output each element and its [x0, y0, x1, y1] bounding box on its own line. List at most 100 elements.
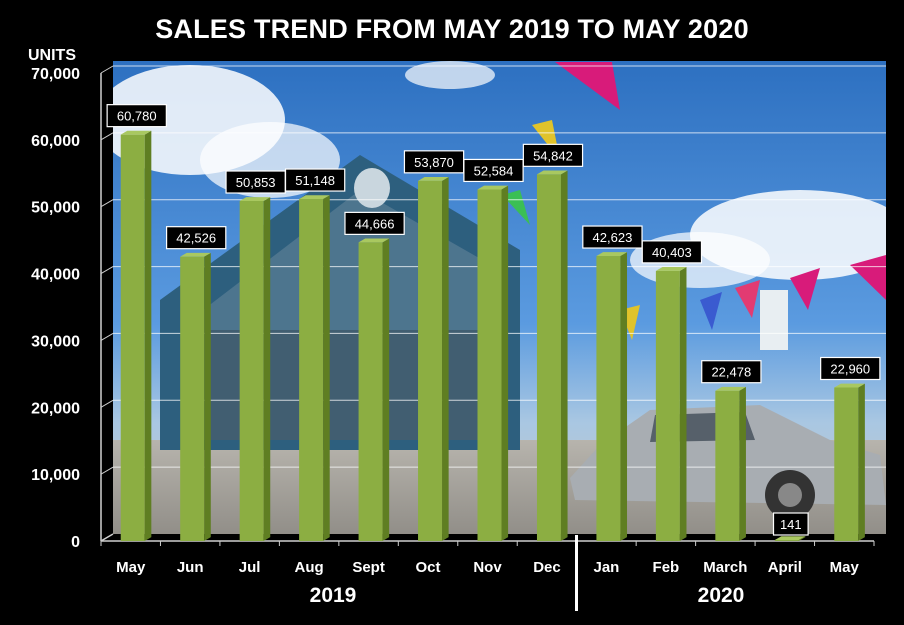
value-label-box [522, 143, 584, 167]
y-axis-labels: 0 10,000 20,000 30,000 40,000 50,000 60,000 70,… [31, 66, 80, 551]
bar-dec [536, 170, 568, 542]
bar-top [834, 383, 865, 388]
value-label-box [641, 240, 703, 264]
y-tick-label: 50,000 [31, 200, 80, 217]
value-label-text: 22,960 [830, 361, 870, 376]
value-label-text: 54,842 [533, 148, 573, 163]
gridline-diag [100, 65, 114, 74]
value-label: 40,403 [641, 240, 703, 264]
bar-march [715, 386, 746, 541]
chart-title: SALES TREND FROM MAY 2019 TO MAY 2020 [155, 14, 749, 44]
bar-aug [299, 195, 330, 541]
x-tick-label: May [116, 559, 146, 576]
value-label-box [820, 356, 881, 381]
bar-side [798, 536, 806, 541]
bar-side [204, 252, 211, 541]
bar-front [299, 199, 324, 541]
x-tick-label: Jun [177, 559, 204, 576]
y-tick-label: 70,000 [31, 66, 80, 83]
bar-jun [180, 252, 211, 541]
value-label-text: 22,478 [711, 365, 751, 380]
value-label-box [165, 226, 227, 250]
bar-side [679, 267, 687, 541]
bar-front [834, 387, 859, 541]
y-tick-label: 60,000 [31, 133, 80, 150]
bar-top [120, 130, 152, 135]
x-tick-label: Oct [416, 559, 441, 576]
x-axis-labels: May Jun Jul Aug Sept Oct Nov Dec Jan Feb March Apri… [116, 559, 859, 576]
value-labels: 60,780 42,526 50,853 51,148 44,666 53,870 52,5… [106, 104, 881, 536]
bar-front [477, 189, 502, 541]
bar-top [715, 386, 746, 391]
value-label: 51,148 [284, 168, 346, 192]
value-label: 42,526 [165, 226, 227, 250]
bar-front [774, 540, 799, 541]
value-label: 60,780 [106, 104, 167, 128]
y-tick-label: 30,000 [31, 333, 80, 350]
bar-top [655, 267, 687, 271]
value-label: 141 [772, 512, 809, 536]
group-label-2019: 2019 [309, 584, 357, 607]
x-tick-label: Sept [352, 559, 385, 576]
x-tick-label: May [830, 559, 860, 576]
y-tick-label: 40,000 [31, 267, 80, 284]
gridline-diag [100, 199, 114, 208]
bar-side [560, 170, 568, 541]
bar-front [418, 180, 443, 541]
x-tick-label: Feb [653, 559, 680, 576]
bar-top [536, 170, 568, 175]
bar-front [358, 242, 383, 541]
value-label-text: 53,870 [414, 155, 454, 170]
gridline-diag [100, 399, 114, 408]
bar-feb [655, 267, 687, 541]
bar-top [239, 197, 271, 202]
value-label-text: 42,526 [176, 231, 216, 246]
bar-front [715, 390, 740, 541]
value-label-text: 44,666 [355, 216, 395, 231]
value-label-box [284, 168, 346, 192]
value-label-box [463, 158, 524, 183]
y-tick-label: 20,000 [31, 400, 80, 417]
value-label-box [106, 104, 167, 128]
bar-april [774, 536, 806, 541]
bar-top [418, 176, 449, 181]
value-label: 44,666 [344, 211, 405, 235]
value-label: 53,870 [403, 150, 465, 174]
bar-top [596, 252, 628, 257]
bar-may [834, 383, 865, 541]
bar-side [858, 383, 865, 541]
x-tick-label: March [703, 559, 747, 576]
bar-jul [239, 197, 271, 542]
bar-top [477, 185, 509, 190]
y-tick-label: 10,000 [31, 467, 80, 484]
bar-side [263, 197, 271, 541]
bar-side [144, 130, 152, 541]
value-label-text: 52,584 [474, 163, 514, 178]
bar-side [382, 238, 390, 541]
bar-side [739, 386, 746, 541]
bar-oct [418, 176, 449, 541]
value-label-box [344, 211, 405, 235]
value-label: 42,623 [582, 225, 643, 249]
bar-nov [477, 185, 509, 542]
x-tick-label: April [768, 559, 802, 576]
x-tick-label: Dec [533, 559, 561, 576]
bar-top [180, 252, 211, 257]
year-divider [575, 535, 578, 611]
bar-front [536, 174, 561, 542]
value-label: 22,960 [820, 356, 881, 381]
gridline-diag [100, 266, 114, 275]
value-label-text: 51,148 [295, 173, 335, 188]
value-label: 52,584 [463, 158, 524, 183]
value-label-box [701, 360, 762, 384]
bar-sept [358, 238, 390, 541]
value-label-box [772, 512, 809, 536]
bar-front [596, 256, 621, 541]
value-label: 54,842 [522, 143, 584, 167]
x-tick-label: Nov [473, 559, 502, 576]
value-label: 22,478 [701, 360, 762, 384]
value-label-box [582, 225, 643, 249]
value-label-text: 40,403 [652, 245, 692, 260]
bars [120, 130, 865, 542]
